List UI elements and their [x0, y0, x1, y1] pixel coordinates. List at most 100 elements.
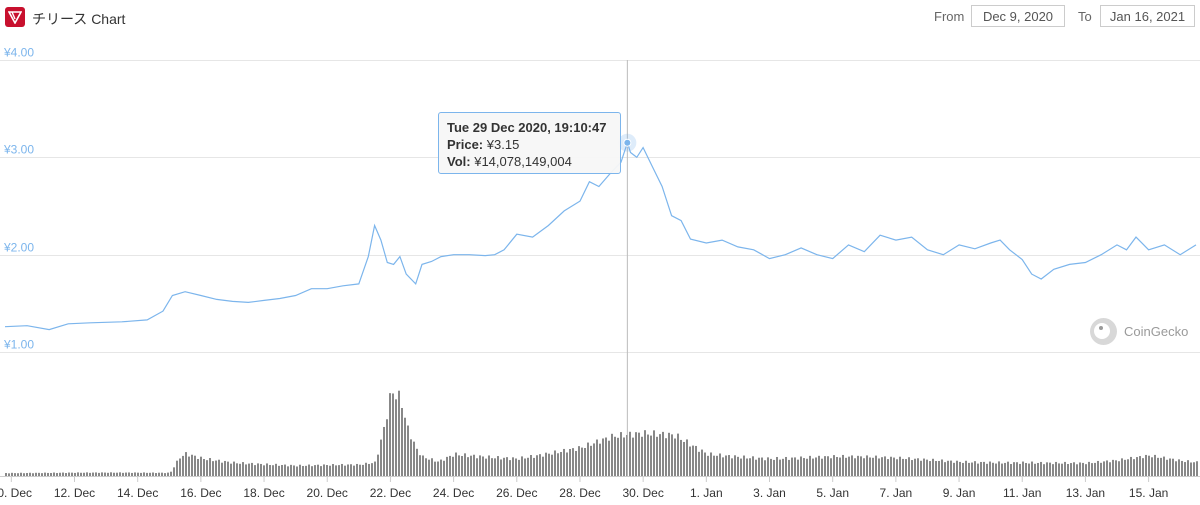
volume-bar [152, 472, 154, 476]
volume-bar [707, 455, 709, 476]
volume-bar [62, 472, 64, 476]
volume-bar [1031, 461, 1033, 476]
volume-bar [1076, 464, 1078, 476]
volume-bar [281, 464, 283, 476]
volume-bar [560, 452, 562, 476]
volume-bar [587, 442, 589, 476]
from-date-input[interactable]: Dec 9, 2020 [971, 5, 1065, 27]
volume-bar [1166, 459, 1168, 476]
volume-bar [1145, 454, 1147, 476]
volume-bar [359, 464, 361, 476]
volume-bar [881, 457, 883, 476]
tooltip-price-row: Price: ¥3.15 [447, 136, 612, 153]
volume-bar [809, 455, 811, 476]
volume-bar [272, 465, 274, 476]
volume-bar [296, 466, 298, 476]
volume-bar [302, 465, 304, 476]
volume-bar [743, 455, 745, 476]
volume-bar [944, 462, 946, 476]
volume-bar [1187, 460, 1189, 476]
to-date-input[interactable]: Jan 16, 2021 [1100, 5, 1195, 27]
volume-bar [980, 461, 982, 476]
volume-bar [137, 472, 139, 476]
x-tick-label: 10. Dec [0, 486, 32, 500]
volume-bar [410, 439, 412, 476]
volume-bar [173, 467, 175, 476]
volume-bar [77, 472, 79, 476]
volume-bar [770, 458, 772, 476]
volume-bar [350, 464, 352, 476]
volume-bar [611, 433, 613, 476]
volume-bar [1169, 458, 1171, 476]
volume-bar [155, 473, 157, 476]
volume-bar [818, 455, 820, 476]
volume-bar [53, 472, 55, 476]
volume-bar [533, 457, 535, 476]
volume-bar [1115, 460, 1117, 476]
volume-bar [1151, 457, 1153, 476]
volume-bar [632, 437, 634, 476]
volume-bar [338, 465, 340, 476]
volume-bar [206, 460, 208, 476]
volume-bar [311, 466, 313, 476]
volume-bar [569, 448, 571, 476]
volume-bar [959, 461, 961, 476]
volume-bar [332, 464, 334, 476]
volume-bar [644, 430, 646, 476]
volume-bar [584, 447, 586, 476]
volume-bar [182, 455, 184, 476]
volume-bar [497, 456, 499, 476]
volume-bar [746, 458, 748, 476]
volume-bar [947, 460, 949, 476]
volume-bar [317, 464, 319, 476]
volume-bar [920, 460, 922, 476]
volume-bar [860, 456, 862, 476]
volume-bar [149, 472, 151, 476]
volume-bar [848, 456, 850, 476]
volume-bar [671, 434, 673, 476]
x-tick-label: 12. Dec [54, 486, 95, 500]
volume-bar [419, 455, 421, 476]
volume-bar [659, 434, 661, 476]
volume-bar [578, 446, 580, 476]
volume-bar [1043, 464, 1045, 476]
volume-bar [896, 459, 898, 476]
volume-bar [575, 450, 577, 476]
volume-bar [227, 461, 229, 476]
volume-bar [89, 472, 91, 476]
volume-bar [341, 463, 343, 476]
volume-bar [1121, 458, 1123, 476]
volume-bar [158, 472, 160, 476]
volume-bar [737, 456, 739, 476]
volume-bar [986, 463, 988, 476]
volume-bar [962, 462, 964, 476]
volume-bar [491, 458, 493, 476]
volume-bar [161, 472, 163, 476]
volume-bar [383, 426, 385, 476]
volume-bar [785, 456, 787, 476]
chart-header: チリース Chart From Dec 9, 2020 To Jan 16, 2… [0, 0, 1200, 36]
volume-bar [971, 462, 973, 476]
volume-bar [593, 443, 595, 476]
volume-bar [965, 460, 967, 476]
volume-bar [266, 463, 268, 476]
volume-bar [74, 472, 76, 476]
volume-bar [713, 455, 715, 476]
volume-bar [8, 473, 10, 476]
volume-bar [260, 463, 262, 476]
volume-bar [683, 441, 685, 476]
volume-bar [824, 456, 826, 476]
volume-bar [1172, 458, 1174, 476]
volume-bar [434, 461, 436, 476]
volume-bar [935, 461, 937, 476]
volume-bar [431, 458, 433, 476]
volume-bar [827, 456, 829, 476]
volume-bar [692, 445, 694, 476]
volume-bar [872, 457, 874, 476]
hover-point [623, 138, 632, 147]
volume-bar [647, 434, 649, 476]
volume-bar [170, 471, 172, 476]
volume-bar [1067, 464, 1069, 476]
watermark-text: CoinGecko [1124, 324, 1189, 339]
